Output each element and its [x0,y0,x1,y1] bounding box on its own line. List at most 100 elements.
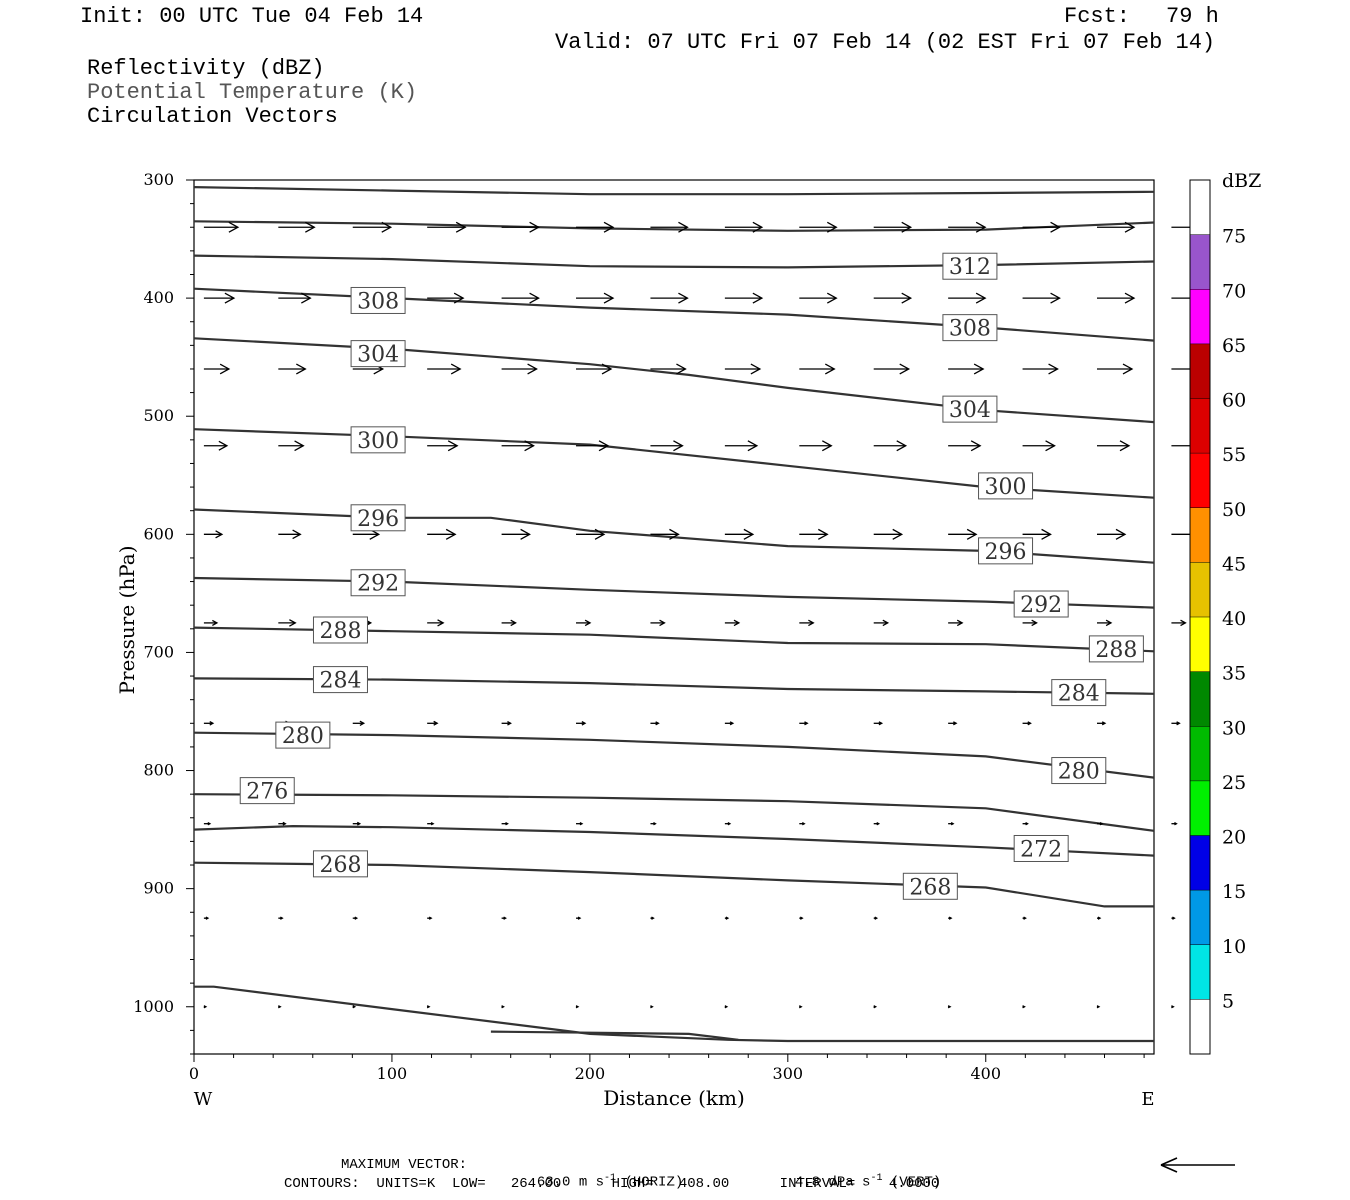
circulation-vector-head [433,720,439,726]
circulation-vector-head [882,619,890,627]
circulation-vector-head [750,363,762,375]
x-tick-label: 200 [575,1064,606,1083]
circulation-vector-head [725,916,730,920]
circulation-vector-head [678,221,689,233]
circulation-vector-head [228,221,240,233]
colorbar-level-label: 25 [1222,772,1246,794]
forecast-label: Fcst: [1064,4,1131,29]
circulation-vector-head [1124,292,1136,304]
circulation-vector-head [901,292,913,304]
circulation-vector-head [447,440,459,452]
circulation-vector-head [1096,1005,1101,1009]
circulation-vector-head [975,292,987,304]
contour-label-box [1013,590,1069,618]
contour-label-box [902,872,958,900]
circulation-vector-head [970,440,982,452]
circulation-vector-head [529,292,540,304]
colorbar-band [1190,343,1210,399]
contour-label: 292 [1020,593,1062,618]
vert-value: 4.8 dPa s [794,1174,871,1191]
contour-label-box [942,252,998,280]
colorbar-level-label: 70 [1222,280,1246,302]
circulation-vector-head [219,363,231,375]
colorbar-level-label: 35 [1222,663,1246,685]
colorbar-level-label: 45 [1222,553,1246,575]
colorbar-band [1190,507,1210,563]
colorbar-level-label: 55 [1222,444,1246,466]
circulation-vector-head [1041,528,1052,540]
circulation-vector-head [817,528,829,540]
axes-layer: 300 400 500 600 700 800 900 1000 0 100 200 300 400 [133,170,1145,1083]
colorbar-band [1190,180,1210,235]
circulation-vector-head [203,1005,208,1009]
contour-label: 288 [319,619,361,644]
circulation-vector-head [280,916,284,920]
circulation-vector-head [426,1005,431,1009]
circulation-vector-head [529,221,540,233]
circulation-vector-head [577,916,582,920]
circulation-vector-head [655,721,660,726]
circulation-vector-head [1172,916,1176,920]
colorbar-band [1190,234,1210,290]
circulation-vector-head [729,721,735,726]
circulation-vector-head [354,916,359,920]
x-axis-title: Distance (km) [603,1086,745,1110]
circulation-vector-head [808,619,815,627]
contour-label: 284 [1058,682,1100,707]
x-axis-west-label: W [194,1089,213,1110]
circulation-vector-head [453,292,465,304]
circulation-vector-head [669,528,680,540]
circulation-vector-head [1105,619,1113,627]
circulation-vector-head [653,822,657,826]
x-tick-label: 300 [773,1064,804,1083]
contour-label: 288 [1095,638,1137,663]
contour-label-layer: 312 308 308 304 304 300 300 296 296 292 292 288 288 2… [239,252,1144,900]
circulation-vector-head [282,821,287,826]
circulation-vector-head [594,528,606,540]
circulation-vector-head [956,619,964,627]
circulation-vector-head [356,821,362,826]
circulation-vector-head [215,530,224,539]
circulation-vector-head [801,822,806,826]
circulation-vector-head [218,440,229,451]
circulation-vector-head [1048,363,1059,375]
circulation-vector-head [966,528,978,540]
contour-label: 304 [357,343,399,368]
circulation-vector-head [799,916,804,920]
theta-contour-320 [193,186,1155,196]
circulation-vector-head [651,916,655,920]
circulation-vector-head [876,822,881,826]
colorbar-level-label: 40 [1222,608,1246,630]
field-potential-temperature: Potential Temperature (K) [87,80,418,105]
contour-label: 308 [357,289,399,314]
circulation-vector-head [501,1005,505,1009]
contour-label-box [1051,757,1107,785]
contour-label-box [275,721,331,749]
horiz-tag: (HORIZ) [624,1174,684,1191]
circulation-vector-head [1119,440,1131,452]
horiz-value: 63.0 m s [536,1174,605,1191]
circulation-vector-head [1099,822,1104,826]
vert-tag: (VERT) [890,1174,942,1191]
circulation-vector-head [455,221,467,233]
contour-label: 304 [949,398,991,423]
circulation-vector-head [503,916,507,920]
circulation-vector-head [1101,721,1107,726]
circulation-vector-head [292,529,302,540]
horiz-exponent: -1 [604,1173,617,1184]
circulation-vector-head [901,221,913,233]
circulation-vector-head [826,221,838,233]
circulation-vector-head [899,363,911,375]
circulation-vector-head [747,440,759,452]
x-axis-east-label: E [1141,1089,1154,1110]
circulation-vector-head [975,221,987,233]
circulation-vector-head [527,363,538,375]
contour-label-box [350,286,406,314]
colorbar-band [1190,289,1210,344]
colorbar-level-label: 15 [1222,881,1246,903]
circulation-vector-head [1176,721,1181,726]
colorbar-band [1190,944,1210,1000]
circulation-vector-head [673,440,684,452]
circulation-vector-head [947,1005,952,1009]
contour-label: 296 [985,540,1027,565]
